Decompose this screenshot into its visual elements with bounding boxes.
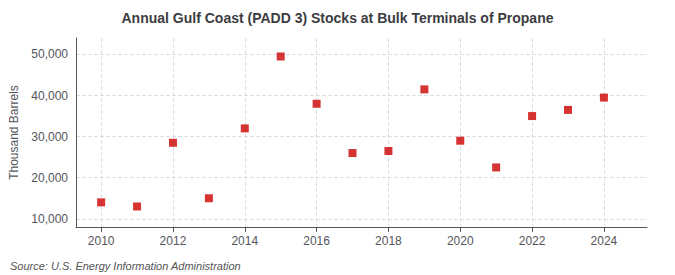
svg-text:50,000: 50,000 [31, 47, 68, 61]
svg-text:Source: U.S. Energy Informatio: Source: U.S. Energy Information Administ… [10, 260, 241, 272]
svg-text:10,000: 10,000 [31, 212, 68, 226]
svg-text:20,000: 20,000 [31, 171, 68, 185]
svg-text:2020: 2020 [447, 234, 474, 248]
svg-text:2024: 2024 [591, 234, 618, 248]
svg-text:Thousand Barrels: Thousand Barrels [7, 85, 21, 180]
svg-text:2010: 2010 [88, 234, 115, 248]
svg-text:Annual Gulf Coast (PADD 3) Sto: Annual Gulf Coast (PADD 3) Stocks at Bul… [122, 10, 554, 26]
svg-text:2018: 2018 [375, 234, 402, 248]
svg-text:2022: 2022 [519, 234, 546, 248]
svg-text:2014: 2014 [231, 234, 258, 248]
svg-text:30,000: 30,000 [31, 130, 68, 144]
svg-text:40,000: 40,000 [31, 89, 68, 103]
svg-text:2012: 2012 [160, 234, 187, 248]
svg-text:2016: 2016 [303, 234, 330, 248]
